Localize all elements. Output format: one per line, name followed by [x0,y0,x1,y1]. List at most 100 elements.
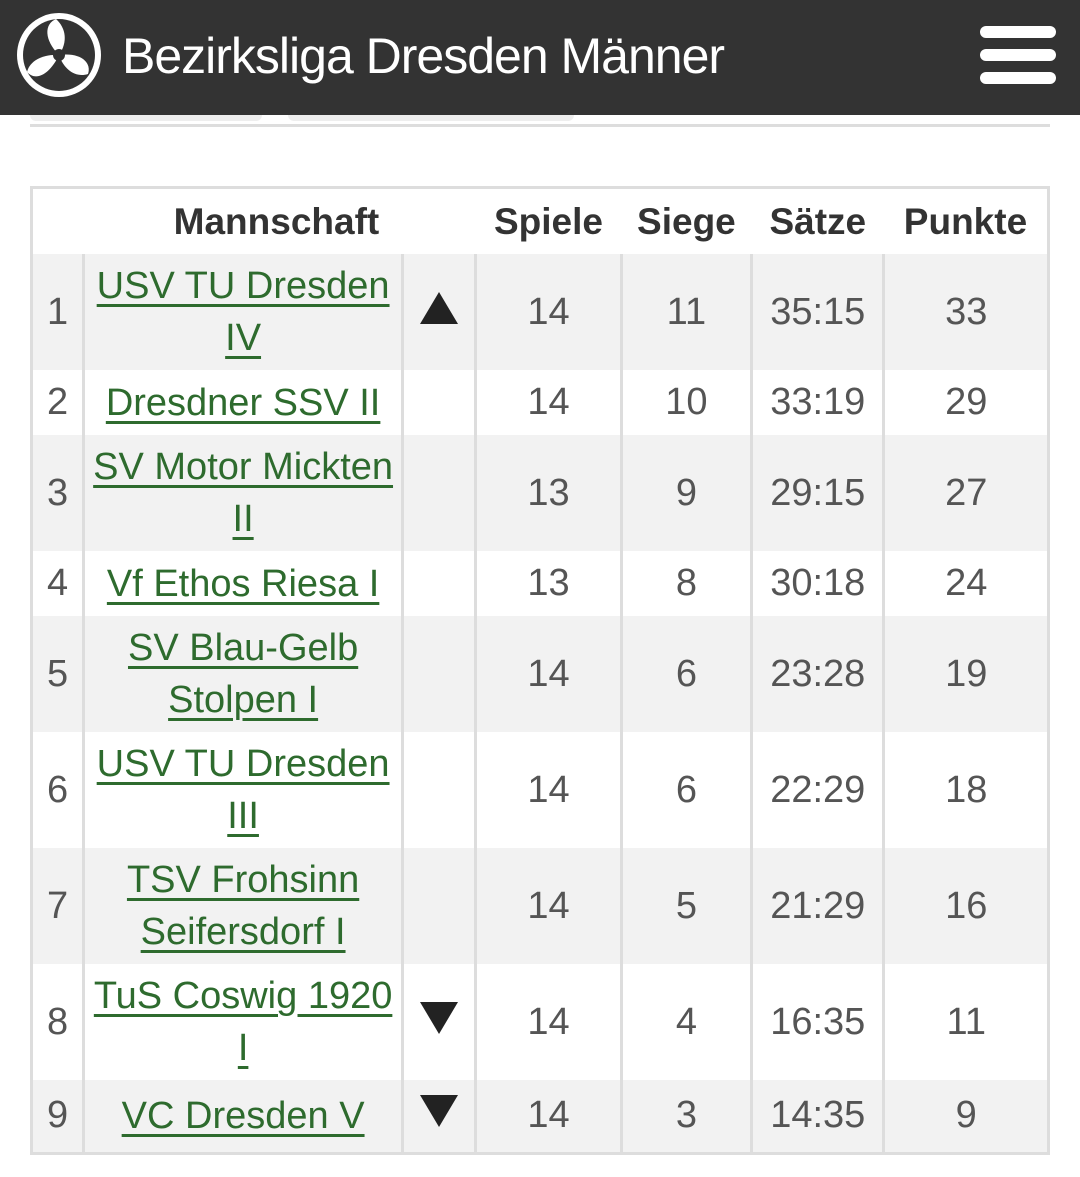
points-cell: 9 [883,1080,1049,1153]
trend-cell [401,254,478,370]
team-link[interactable]: TSV Frohsinn Seifersdorf I [126,859,360,953]
wins-cell: 3 [621,1080,754,1153]
column-header-points: Punkte [883,187,1049,254]
team-cell: VC Dresden V [83,1080,403,1153]
rank-cell: 5 [31,616,86,732]
hamburger-menu-button[interactable] [980,26,1056,84]
wins-cell: 8 [621,551,754,616]
sets-cell: 29:15 [751,435,886,551]
team-link[interactable]: SV Motor Mickten II [93,446,394,540]
column-header-games: Spiele [475,187,622,254]
rank-cell: 2 [31,370,86,435]
points-cell: 16 [883,848,1049,964]
column-header-rank [31,187,84,254]
points-cell: 18 [883,732,1049,848]
column-header-wins: Siege [621,187,752,254]
team-cell: USV TU Dresden III [83,732,403,848]
volleyball-icon[interactable] [14,10,104,100]
games-cell: 14 [475,964,623,1080]
app-header: Bezirksliga Dresden Männer [0,0,1080,115]
team-cell: TSV Frohsinn Seifersdorf I [83,848,403,964]
column-header-sets: Sätze [751,187,884,254]
rank-cell: 4 [31,551,86,616]
team-cell: TuS Coswig 1920 I [83,964,403,1080]
team-link[interactable]: SV Blau-Gelb Stolpen I [127,627,359,721]
games-cell: 14 [475,848,623,964]
tab-divider [30,124,1050,127]
rank-cell: 9 [31,1080,86,1153]
points-cell: 33 [883,254,1049,370]
wins-cell: 10 [621,370,754,435]
wins-cell: 6 [621,616,754,732]
table-header-row: Mannschaft Spiele Siege Sätze Punkte [31,187,1049,254]
games-cell: 14 [475,732,623,848]
table-row: 7 TSV Frohsinn Seifersdorf I 14 5 21:29 16 [31,848,1049,964]
standings-body: 1 USV TU Dresden IV 14 11 35:15 33 2 Dresdner S… [31,254,1049,1153]
table-row: 9 VC Dresden V 14 3 14:35 9 [31,1080,1049,1153]
team-cell: SV Blau-Gelb Stolpen I [83,616,403,732]
hamburger-menu-icon [980,49,1056,61]
games-cell: 14 [475,616,623,732]
team-link[interactable]: USV TU Dresden III [96,743,390,837]
relegation-arrow-icon [420,1001,459,1034]
trend-cell [401,551,478,616]
table-row: 6 USV TU Dresden III 14 6 22:29 18 [31,732,1049,848]
wins-cell: 5 [621,848,754,964]
wins-cell: 9 [621,435,754,551]
team-link[interactable]: TuS Coswig 1920 I [93,975,393,1069]
team-cell: Dresdner SSV II [83,370,403,435]
hamburger-menu-icon [980,26,1056,38]
sets-cell: 33:19 [751,370,886,435]
team-cell: USV TU Dresden IV [83,254,403,370]
sets-cell: 22:29 [751,732,886,848]
relegation-arrow-icon [420,1095,459,1128]
sets-cell: 16:35 [751,964,886,1080]
sets-cell: 23:28 [751,616,886,732]
games-cell: 13 [475,435,623,551]
sets-cell: 21:29 [751,848,886,964]
trend-cell [401,616,478,732]
column-header-team: Mannschaft [83,187,476,254]
sets-cell: 30:18 [751,551,886,616]
table-row: 1 USV TU Dresden IV 14 11 35:15 33 [31,254,1049,370]
trend-cell [401,964,478,1080]
trend-cell [401,1080,478,1153]
rank-cell: 3 [31,435,86,551]
team-link[interactable]: Dresdner SSV II [105,381,381,424]
table-row: 2 Dresdner SSV II 14 10 33:19 29 [31,370,1049,435]
sets-cell: 14:35 [751,1080,886,1153]
table-row: 8 TuS Coswig 1920 I 14 4 16:35 11 [31,964,1049,1080]
trend-cell [401,732,478,848]
wins-cell: 11 [621,254,754,370]
trend-cell [401,435,478,551]
wins-cell: 4 [621,964,754,1080]
wins-cell: 6 [621,732,754,848]
rank-cell: 6 [31,732,86,848]
rank-cell: 1 [31,254,86,370]
tab-1[interactable] [30,115,262,121]
games-cell: 14 [475,370,623,435]
rank-cell: 8 [31,964,86,1080]
table-row: 3 SV Motor Mickten II 13 9 29:15 27 [31,435,1049,551]
tab-bar [30,115,1050,129]
promotion-arrow-icon [420,291,459,324]
team-link[interactable]: Vf Ethos Riesa I [106,562,380,605]
games-cell: 14 [475,254,623,370]
standings-table: Mannschaft Spiele Siege Sätze Punkte 1 US… [30,186,1050,1155]
team-link[interactable]: USV TU Dresden IV [96,265,390,359]
games-cell: 14 [475,1080,623,1153]
table-row: 4 Vf Ethos Riesa I 13 8 30:18 24 [31,551,1049,616]
points-cell: 11 [883,964,1049,1080]
trend-cell [401,370,478,435]
team-link[interactable]: VC Dresden V [121,1094,365,1137]
tab-2[interactable] [288,115,574,121]
hamburger-menu-icon [980,72,1056,84]
points-cell: 19 [883,616,1049,732]
points-cell: 27 [883,435,1049,551]
games-cell: 13 [475,551,623,616]
page-title: Bezirksliga Dresden Männer [122,28,725,84]
points-cell: 29 [883,370,1049,435]
trend-cell [401,848,478,964]
points-cell: 24 [883,551,1049,616]
team-cell: SV Motor Mickten II [83,435,403,551]
